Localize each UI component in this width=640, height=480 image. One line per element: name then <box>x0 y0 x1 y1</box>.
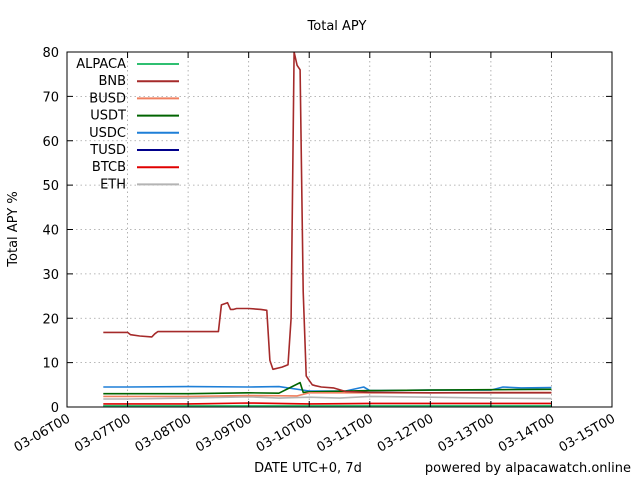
legend-label-usdt: USDT <box>90 109 126 124</box>
x-axis-label: DATE UTC+0, 7d <box>254 461 362 476</box>
legend-label-alpaca: ALPACA <box>76 57 126 72</box>
y-tick-label: 0 <box>51 401 59 416</box>
y-tick-label: 70 <box>42 90 59 105</box>
x-tick-label: 03-09T00 <box>193 411 254 455</box>
x-tick-label: 03-11T00 <box>314 411 375 455</box>
series-line-bnb <box>103 52 552 394</box>
legend: ALPACA BNB BUSD USDT USDC TUSD BTCB ETH <box>76 57 179 192</box>
x-tick-label: 03-12T00 <box>375 411 436 455</box>
x-tick-label: 03-10T00 <box>254 411 315 455</box>
series-line-btcb <box>103 402 552 405</box>
series-line-usdt <box>103 381 552 395</box>
x-tick-label: 03-13T00 <box>435 411 496 455</box>
chart-title: Total APY <box>307 19 367 34</box>
legend-label-bnb: BNB <box>98 74 126 89</box>
footer-credit: powered by alpacawatch.online <box>425 461 631 476</box>
x-tick-label: 03-06T00 <box>12 411 73 455</box>
y-axis: 0 10 20 30 40 50 60 70 80 <box>42 46 612 416</box>
y-tick-label: 10 <box>42 357 59 372</box>
y-tick-label: 30 <box>42 268 59 283</box>
legend-label-btcb: BTCB <box>92 160 126 175</box>
grid <box>67 52 612 407</box>
series-layer <box>103 52 552 407</box>
y-tick-label: 20 <box>42 312 59 327</box>
x-tick-label: 03-14T00 <box>496 411 557 455</box>
legend-label-busd: BUSD <box>89 91 126 106</box>
y-axis-label: Total APY % <box>6 191 21 267</box>
x-tick-label: 03-07T00 <box>72 411 133 455</box>
x-tick-label: 03-08T00 <box>133 411 194 455</box>
series-line-usdc <box>103 385 552 392</box>
legend-label-usdc: USDC <box>89 126 126 141</box>
y-tick-label: 80 <box>42 46 59 61</box>
legend-label-tusd: TUSD <box>89 143 126 158</box>
y-tick-label: 60 <box>42 135 59 150</box>
x-tick-label: 03-15T00 <box>557 411 618 455</box>
series-line-eth <box>103 395 552 400</box>
y-tick-label: 40 <box>42 224 59 239</box>
legend-label-eth: ETH <box>100 177 126 192</box>
y-tick-label: 50 <box>42 179 59 194</box>
